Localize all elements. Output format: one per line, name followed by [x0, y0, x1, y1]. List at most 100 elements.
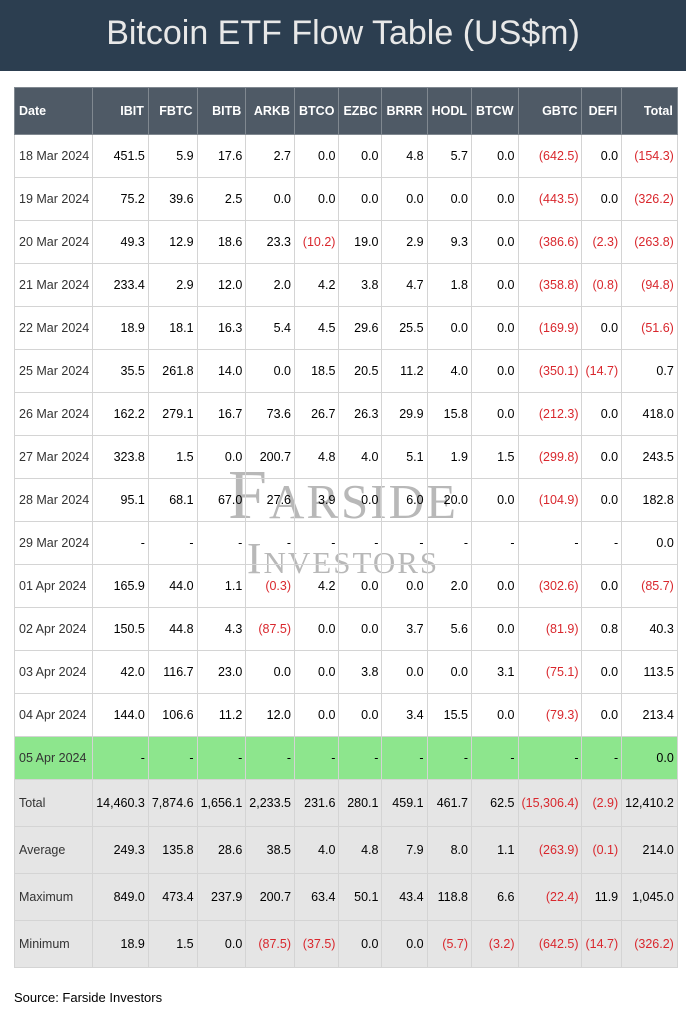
value-cell: (0.1) — [582, 827, 622, 874]
value-cell: 1.9 — [427, 436, 471, 479]
value-cell: (2.3) — [582, 221, 622, 264]
value-cell: 11.2 — [197, 694, 246, 737]
col-header-bitb: BITB — [197, 88, 246, 135]
summary-label: Average — [15, 827, 93, 874]
col-header-arkb: ARKB — [246, 88, 295, 135]
value-cell: (3.2) — [472, 921, 519, 968]
value-cell: 18.1 — [148, 307, 197, 350]
value-cell: 5.4 — [246, 307, 295, 350]
value-cell: 63.4 — [295, 874, 339, 921]
date-cell: 26 Mar 2024 — [15, 393, 93, 436]
value-cell: - — [93, 522, 149, 565]
value-cell: 7,874.6 — [148, 780, 197, 827]
value-cell: 18.9 — [93, 307, 149, 350]
value-cell: 7.9 — [382, 827, 427, 874]
value-cell: 0.0 — [427, 178, 471, 221]
value-cell: (299.8) — [518, 436, 582, 479]
value-cell: (263.8) — [622, 221, 678, 264]
value-cell: 135.8 — [148, 827, 197, 874]
table-row: 20 Mar 202449.312.918.623.3(10.2)19.02.9… — [15, 221, 678, 264]
value-cell: (87.5) — [246, 921, 295, 968]
value-cell: 68.1 — [148, 479, 197, 522]
value-cell: 213.4 — [622, 694, 678, 737]
value-cell: (642.5) — [518, 921, 582, 968]
table-row: 29 Mar 2024-----------0.0 — [15, 522, 678, 565]
value-cell: 11.2 — [382, 350, 427, 393]
value-cell: 2.5 — [197, 178, 246, 221]
value-cell: 14.0 — [197, 350, 246, 393]
value-cell: 11.9 — [582, 874, 622, 921]
col-header-hodl: HODL — [427, 88, 471, 135]
value-cell: 323.8 — [93, 436, 149, 479]
value-cell: 473.4 — [148, 874, 197, 921]
value-cell: 0.0 — [472, 479, 519, 522]
value-cell: 162.2 — [93, 393, 149, 436]
value-cell: 0.0 — [582, 135, 622, 178]
value-cell: - — [472, 737, 519, 780]
table-row: 18 Mar 2024451.55.917.62.70.00.04.85.70.… — [15, 135, 678, 178]
page-title: Bitcoin ETF Flow Table (US$m) — [0, 0, 686, 71]
value-cell: 0.0 — [472, 264, 519, 307]
value-cell: 25.5 — [382, 307, 427, 350]
value-cell: - — [295, 522, 339, 565]
value-cell: - — [93, 737, 149, 780]
table-header-row: DateIBITFBTCBITBARKBBTCOEZBCBRRRHODLBTCW… — [15, 88, 678, 135]
value-cell: 1.8 — [427, 264, 471, 307]
value-cell: (2.9) — [582, 780, 622, 827]
value-cell: 1.5 — [148, 921, 197, 968]
value-cell: 3.4 — [382, 694, 427, 737]
value-cell: 18.9 — [93, 921, 149, 968]
summary-label: Total — [15, 780, 93, 827]
value-cell: 0.0 — [427, 651, 471, 694]
value-cell: 0.0 — [582, 436, 622, 479]
value-cell: 0.0 — [246, 350, 295, 393]
value-cell: 73.6 — [246, 393, 295, 436]
value-cell: 0.0 — [582, 393, 622, 436]
value-cell: 0.0 — [472, 135, 519, 178]
value-cell: 0.0 — [246, 178, 295, 221]
value-cell: 0.0 — [339, 921, 382, 968]
col-header-btcw: BTCW — [472, 88, 519, 135]
value-cell: 4.7 — [382, 264, 427, 307]
value-cell: 20.5 — [339, 350, 382, 393]
table-row: 21 Mar 2024233.42.912.02.04.23.84.71.80.… — [15, 264, 678, 307]
value-cell: (154.3) — [622, 135, 678, 178]
value-cell: (79.3) — [518, 694, 582, 737]
value-cell: 17.6 — [197, 135, 246, 178]
value-cell: 0.0 — [339, 178, 382, 221]
value-cell: 3.1 — [472, 651, 519, 694]
value-cell: 12.0 — [197, 264, 246, 307]
value-cell: 75.2 — [93, 178, 149, 221]
value-cell: 3.7 — [382, 608, 427, 651]
value-cell: 0.0 — [339, 565, 382, 608]
value-cell: 4.5 — [295, 307, 339, 350]
col-header-gbtc: GBTC — [518, 88, 582, 135]
value-cell: 6.6 — [472, 874, 519, 921]
table-container: Farside Investors DateIBITFBTCBITBARKBBT… — [0, 71, 686, 976]
value-cell: (14.7) — [582, 350, 622, 393]
value-cell: 243.5 — [622, 436, 678, 479]
value-cell: - — [472, 522, 519, 565]
value-cell: 8.0 — [427, 827, 471, 874]
value-cell: (350.1) — [518, 350, 582, 393]
value-cell: 44.8 — [148, 608, 197, 651]
col-header-btco: BTCO — [295, 88, 339, 135]
value-cell: 19.0 — [339, 221, 382, 264]
value-cell: 4.8 — [382, 135, 427, 178]
value-cell: (358.8) — [518, 264, 582, 307]
summary-row-minimum: Minimum18.91.50.0(87.5)(37.5)0.00.0(5.7)… — [15, 921, 678, 968]
value-cell: (15,306.4) — [518, 780, 582, 827]
value-cell: - — [382, 522, 427, 565]
value-cell: (386.6) — [518, 221, 582, 264]
value-cell: 28.6 — [197, 827, 246, 874]
value-cell: 4.0 — [339, 436, 382, 479]
value-cell: (212.3) — [518, 393, 582, 436]
etf-flow-table: DateIBITFBTCBITBARKBBTCOEZBCBRRRHODLBTCW… — [14, 87, 678, 968]
value-cell: 3.8 — [339, 651, 382, 694]
value-cell: 40.3 — [622, 608, 678, 651]
date-cell: 25 Mar 2024 — [15, 350, 93, 393]
value-cell: (0.8) — [582, 264, 622, 307]
value-cell: 150.5 — [93, 608, 149, 651]
summary-row-total: Total14,460.37,874.61,656.12,233.5231.62… — [15, 780, 678, 827]
value-cell: 4.8 — [295, 436, 339, 479]
